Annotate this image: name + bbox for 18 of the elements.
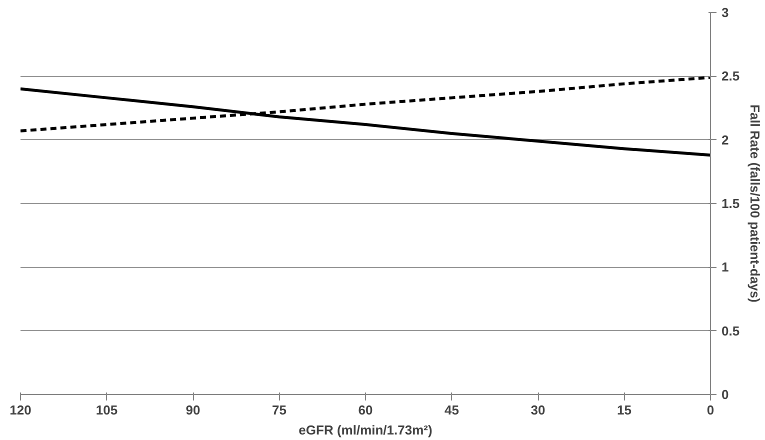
x-tick-label: 0 bbox=[706, 402, 714, 418]
y-tick-label: 1 bbox=[722, 260, 729, 275]
x-tick-label: 120 bbox=[10, 402, 32, 418]
x-tick-label: 90 bbox=[186, 402, 200, 418]
x-tick-label: 45 bbox=[444, 402, 459, 418]
y-tick-label: 2 bbox=[722, 132, 729, 148]
x-tick-label: 105 bbox=[96, 402, 118, 418]
y-axis-title: Fall Rate (falls/100 patient-days) bbox=[748, 104, 763, 302]
y-tick-label: 1.5 bbox=[722, 196, 740, 211]
y-tick-label: 2.5 bbox=[722, 68, 740, 84]
x-tick-label: 15 bbox=[617, 402, 632, 418]
x-tick-label: 30 bbox=[530, 402, 546, 418]
x-axis-title: eGFR (ml/min/1.73m²) bbox=[298, 422, 432, 438]
y-tick-label: 0.5 bbox=[722, 323, 740, 338]
y-tick-label: 3 bbox=[722, 5, 729, 20]
x-tick-label: 60 bbox=[358, 402, 373, 418]
y-tick-label: 0 bbox=[722, 387, 729, 402]
x-tick-label: 75 bbox=[272, 402, 286, 418]
